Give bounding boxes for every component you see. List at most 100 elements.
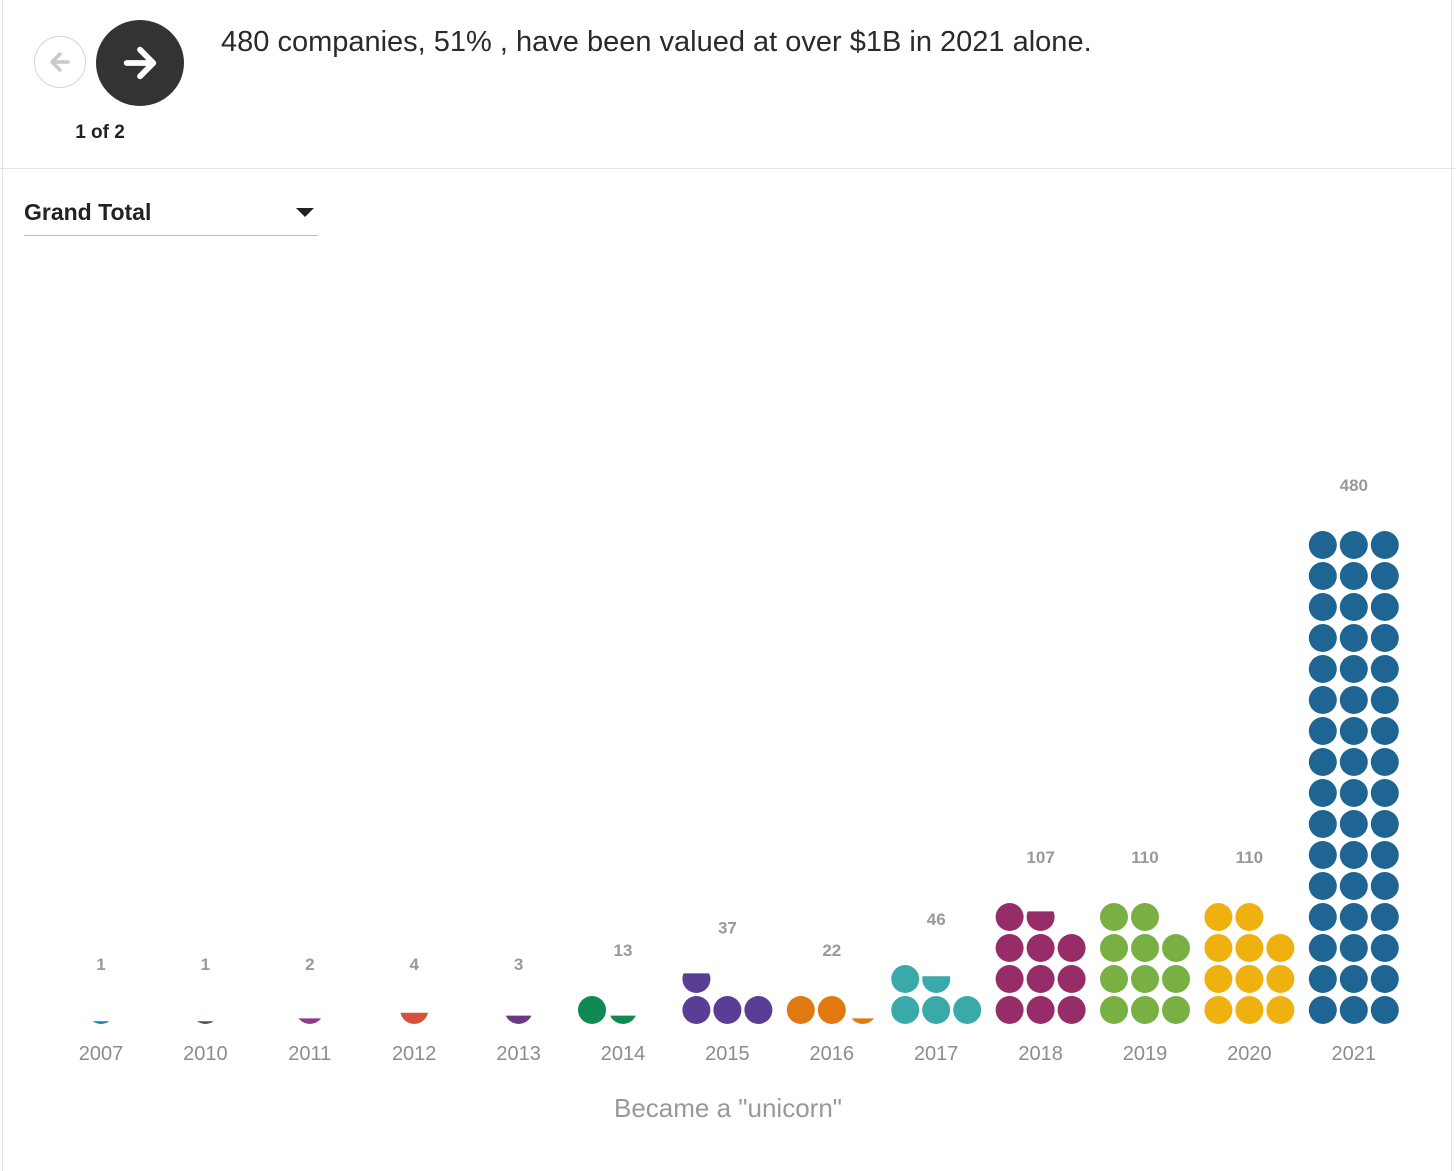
dot-mark bbox=[891, 965, 920, 993]
dot-mark bbox=[1266, 934, 1295, 962]
dot-mark bbox=[1057, 934, 1086, 962]
dot-mark bbox=[1026, 996, 1055, 1024]
dot-mark bbox=[995, 934, 1024, 962]
dot-mark bbox=[1339, 934, 1368, 962]
year-tick-label: 2021 bbox=[1332, 1043, 1377, 1065]
dot-mark bbox=[1370, 841, 1399, 869]
count-label: 107 bbox=[1026, 848, 1054, 867]
chart-column-2010: 1 2010 bbox=[183, 955, 228, 1065]
dot-mark bbox=[891, 996, 920, 1024]
story-caption: 480 companies, 51% , have been valued at… bbox=[221, 26, 1092, 58]
filter-selected-value: Grand Total bbox=[24, 199, 152, 225]
next-button[interactable] bbox=[96, 20, 184, 106]
dot-mark bbox=[1370, 686, 1399, 714]
dot-mark bbox=[953, 996, 982, 1024]
year-tick-label: 2013 bbox=[496, 1043, 541, 1065]
dot-mark bbox=[1308, 934, 1337, 962]
dot-mark bbox=[1370, 934, 1399, 962]
dot-mark bbox=[1308, 965, 1337, 993]
dot-mark bbox=[1308, 748, 1337, 776]
chart-column-2021: 480 2021 bbox=[1308, 476, 1399, 1065]
dot-mark bbox=[817, 996, 846, 1024]
dot-mark bbox=[1308, 996, 1337, 1024]
dot-mark bbox=[1100, 903, 1128, 931]
chart-column-2007: 1 2007 bbox=[79, 955, 124, 1065]
year-tick-label: 2011 bbox=[288, 1043, 331, 1065]
dot-mark bbox=[713, 996, 742, 1024]
dot-mark bbox=[1339, 593, 1368, 621]
dot-mark bbox=[1266, 965, 1295, 993]
chart-column-2016: 22 2016 bbox=[786, 941, 874, 1065]
year-tick-label: 2019 bbox=[1123, 1043, 1168, 1065]
dot-mark bbox=[744, 996, 773, 1024]
partial-dot-mark bbox=[851, 1018, 874, 1024]
chart-column-2017: 46 2017 bbox=[891, 910, 982, 1065]
dot-mark bbox=[1204, 934, 1233, 962]
dot-mark bbox=[1235, 934, 1264, 962]
dot-mark bbox=[1308, 717, 1337, 745]
page-indicator: 1 of 2 bbox=[75, 122, 125, 143]
year-tick-label: 2020 bbox=[1227, 1043, 1272, 1065]
dot-mark bbox=[1235, 903, 1264, 931]
dot-mark bbox=[1339, 841, 1368, 869]
arrow-right-icon bbox=[123, 46, 157, 80]
dot-mark bbox=[1339, 624, 1368, 652]
count-label: 480 bbox=[1340, 476, 1368, 495]
dot-mark bbox=[1339, 903, 1368, 931]
partial-dot-mark bbox=[505, 1015, 532, 1024]
year-tick-label: 2015 bbox=[705, 1043, 750, 1065]
dot-mark bbox=[1339, 996, 1368, 1024]
count-label: 110 bbox=[1131, 848, 1158, 867]
count-label: 3 bbox=[514, 955, 523, 974]
arrow-left-icon bbox=[50, 52, 70, 72]
year-tick-label: 2018 bbox=[1018, 1043, 1063, 1065]
count-label: 22 bbox=[822, 941, 841, 960]
dot-mark bbox=[1370, 593, 1399, 621]
dot-mark bbox=[1235, 996, 1264, 1024]
dot-mark bbox=[1100, 996, 1128, 1024]
partial-dot-mark bbox=[1026, 911, 1055, 931]
dot-mark bbox=[1339, 810, 1368, 838]
dot-mark bbox=[1308, 655, 1337, 683]
chart-column-2015: 37 2015 bbox=[682, 918, 773, 1065]
count-label: 1 bbox=[201, 955, 210, 974]
dot-mark bbox=[578, 996, 606, 1024]
dot-mark bbox=[1370, 562, 1399, 590]
dot-mark bbox=[1308, 562, 1337, 590]
dot-mark bbox=[1370, 872, 1399, 900]
chart-column-2013: 3 2013 bbox=[496, 955, 541, 1065]
dot-mark bbox=[1370, 779, 1399, 807]
dot-mark bbox=[922, 996, 951, 1024]
dot-mark bbox=[1370, 996, 1399, 1024]
count-label: 110 bbox=[1236, 848, 1263, 867]
dot-mark bbox=[1339, 655, 1368, 683]
filter-dropdown[interactable]: Grand Total bbox=[24, 196, 318, 236]
year-tick-label: 2007 bbox=[79, 1043, 124, 1065]
dot-mark bbox=[1266, 996, 1295, 1024]
dot-mark bbox=[1370, 655, 1399, 683]
dot-mark bbox=[786, 996, 815, 1024]
dot-mark bbox=[1370, 624, 1399, 652]
count-label: 37 bbox=[718, 918, 737, 937]
previous-button[interactable] bbox=[34, 36, 86, 88]
dot-mark bbox=[1370, 810, 1399, 838]
dot-mark bbox=[1370, 717, 1399, 745]
dot-mark bbox=[682, 996, 711, 1024]
dot-mark bbox=[1339, 562, 1368, 590]
dot-mark bbox=[1204, 903, 1233, 931]
dot-mark bbox=[995, 965, 1024, 993]
partial-dot-mark bbox=[400, 1012, 428, 1024]
chart-column-2014: 13 2014 bbox=[578, 941, 645, 1065]
dot-mark bbox=[1308, 779, 1337, 807]
dot-mark bbox=[1162, 934, 1190, 962]
partial-dot-mark bbox=[92, 1021, 110, 1024]
partial-dot-mark bbox=[610, 1015, 636, 1024]
dot-mark bbox=[1204, 965, 1233, 993]
dot-mark bbox=[1308, 903, 1337, 931]
partial-dot-mark bbox=[197, 1021, 214, 1024]
dot-mark bbox=[1339, 686, 1368, 714]
dot-mark bbox=[995, 996, 1024, 1024]
count-label: 4 bbox=[409, 955, 419, 974]
count-label: 46 bbox=[927, 910, 946, 929]
